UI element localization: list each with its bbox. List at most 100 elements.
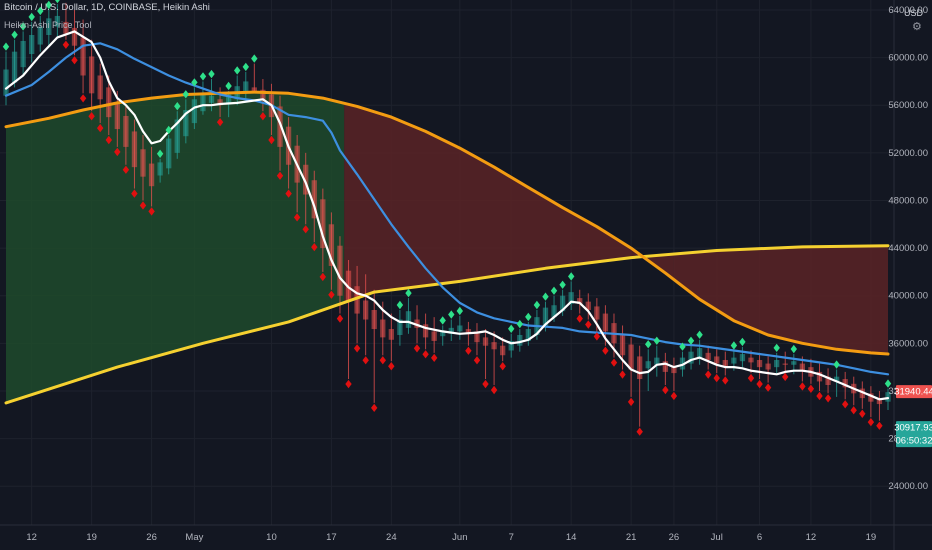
candle-down: [825, 368, 831, 394]
candle-body: [131, 131, 138, 168]
signal-marker-down: [293, 213, 301, 222]
signal-marker-down: [268, 135, 275, 145]
candle-body: [140, 149, 146, 177]
candle-body: [705, 352, 711, 360]
candle-up: [568, 281, 574, 310]
signal-marker-up: [687, 336, 695, 345]
price-tag-box: [896, 421, 932, 448]
candle-body: [362, 300, 369, 320]
time-axis[interactable]: 12 19 26 May 10 17 24 Jun 7 14 21 26 Jul 6 12 19: [26, 532, 876, 543]
candle-up: [696, 339, 703, 365]
price-tick-label: 60000.00: [888, 53, 928, 64]
candle-body: [157, 162, 163, 176]
candle-up: [559, 289, 566, 316]
signal-marker-down: [867, 418, 875, 427]
candle-up: [645, 349, 651, 391]
time-tick-label: 12: [806, 532, 817, 543]
candle-down: [260, 79, 266, 112]
signal-marker-down: [627, 397, 635, 407]
signal-marker-down: [859, 409, 866, 418]
gear-icon[interactable]: ⚙: [912, 21, 922, 33]
candle-body: [3, 69, 9, 96]
candle-body: [422, 324, 429, 338]
candle-body: [825, 376, 831, 385]
signal-marker-down: [79, 94, 87, 103]
signal-marker-down: [319, 272, 326, 282]
candle-body: [816, 371, 823, 382]
time-tick-label: 26: [146, 532, 157, 543]
price-tag: 30917.93 06:50:32: [894, 421, 932, 448]
price-tag-value: 30917.93: [894, 423, 932, 434]
candle-down: [80, 19, 86, 94]
fill-area: [673, 245, 888, 354]
signal-marker-up: [156, 149, 164, 158]
signal-marker-up: [19, 22, 27, 31]
candle-body: [585, 301, 591, 310]
signal-marker-down: [311, 243, 318, 252]
candle-body: [328, 224, 335, 266]
candle-body: [842, 379, 848, 388]
signal-marker-down: [662, 385, 669, 395]
candle-body: [88, 56, 95, 94]
signal-marker-up: [525, 312, 532, 322]
signal-marker-up: [533, 300, 541, 310]
candle-body: [37, 26, 43, 45]
candle-up: [200, 81, 206, 115]
signal-marker-down: [285, 189, 292, 198]
moving-average-lines: [4, 30, 890, 405]
price-tick-label: 40000.00: [888, 291, 928, 302]
signal-marker-up: [234, 66, 241, 75]
signal-marker-down: [576, 314, 583, 323]
candle-down: [868, 386, 874, 418]
signal-marker-down: [122, 165, 130, 174]
candle-body: [311, 180, 317, 219]
candle-body: [191, 99, 198, 124]
signal-marker-down: [807, 384, 815, 393]
indicator-title[interactable]: Heikin-Ashi Price Tool: [4, 20, 92, 30]
candle-body: [696, 348, 703, 358]
candle-body: [559, 295, 566, 312]
candle-body: [208, 95, 215, 103]
candle-body: [431, 331, 437, 341]
candle-body: [243, 81, 249, 94]
price-tick-label: 52000.00: [888, 148, 928, 159]
candle-body: [46, 18, 52, 35]
candle-up: [11, 39, 18, 88]
signal-marker-up: [191, 78, 198, 87]
price-tick-label: 48000.00: [888, 195, 928, 206]
candle-down: [474, 323, 480, 356]
candle-down: [303, 152, 309, 225]
signal-marker-up: [456, 306, 463, 316]
candle-down: [500, 337, 506, 362]
candle-up: [885, 388, 891, 410]
price-tag-value: 31940.44: [894, 387, 932, 398]
signal-marker-up: [251, 54, 258, 63]
candle-body: [440, 331, 446, 337]
candle-body: [380, 319, 386, 338]
signal-marker-down: [97, 123, 104, 133]
candle-body: [791, 361, 797, 365]
candle-down: [482, 329, 489, 380]
signal-marker-down: [302, 225, 309, 234]
candle-body: [183, 110, 189, 137]
signal-marker-down: [619, 370, 626, 379]
candle-up: [517, 329, 523, 352]
candle-down: [637, 345, 643, 427]
price-tag: 31940.44: [894, 385, 932, 399]
candle-body: [645, 361, 651, 369]
candle-down: [97, 63, 103, 124]
candle-body: [405, 311, 412, 328]
signal-marker-down: [670, 391, 678, 401]
signal-marker-up: [165, 125, 172, 135]
signal-marker-up: [833, 360, 840, 369]
signal-marker-down: [705, 370, 712, 379]
candle-body: [465, 329, 472, 334]
candle-body: [885, 392, 891, 402]
candle-down: [748, 350, 754, 374]
candle-body: [577, 298, 583, 305]
candle-body: [474, 331, 480, 343]
signal-marker-down: [71, 56, 78, 65]
candle-body: [414, 319, 420, 328]
signal-marker-up: [773, 343, 780, 352]
